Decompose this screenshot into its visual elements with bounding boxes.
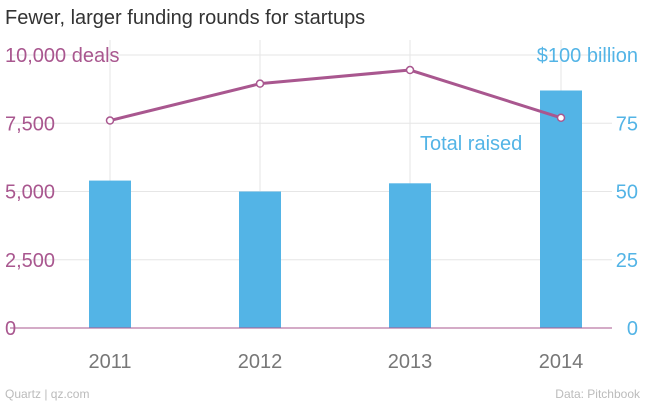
x-tick-label: 2012 bbox=[238, 351, 283, 373]
point-deals bbox=[105, 116, 115, 125]
bar-total-raised bbox=[540, 90, 582, 329]
footer-source-right: Data: Pitchbook bbox=[555, 387, 641, 401]
line-deals bbox=[109, 68, 562, 122]
bar-total-raised bbox=[389, 183, 431, 328]
point-deals bbox=[405, 65, 415, 75]
chart-title: Fewer, larger funding rounds for startup… bbox=[5, 7, 365, 29]
y-right-tick-label: 50 bbox=[616, 182, 638, 204]
point-deals bbox=[556, 113, 566, 123]
y-left-tick-label: 2,500 bbox=[5, 250, 55, 272]
y-right-tick-label: 0 bbox=[627, 318, 638, 340]
x-tick-label: 2011 bbox=[88, 351, 131, 373]
y-left-tick-label: 10,000 deals bbox=[5, 45, 120, 67]
x-tick-label: 2013 bbox=[388, 351, 433, 373]
x-tick-label: 2014 bbox=[539, 351, 584, 373]
y-left-tick-label: 5,000 bbox=[5, 182, 55, 204]
bar-total-raised bbox=[239, 191, 281, 328]
y-right-tick-label: 75 bbox=[616, 113, 638, 135]
line-layer bbox=[105, 65, 566, 125]
axis-layer: 0 2,500 5,000 7,500 10,000 deals 0 25 50 75 $100 … bbox=[5, 45, 638, 373]
y-left-tick-label: 0 bbox=[5, 318, 16, 340]
y-right-tick-label: 25 bbox=[616, 250, 638, 272]
bar-layer bbox=[89, 90, 582, 329]
y-right-tick-label: $100 billion bbox=[537, 45, 638, 67]
bar-total-raised bbox=[89, 180, 131, 328]
y-left-tick-label: 7,500 bbox=[5, 113, 55, 135]
total-raised-annotation: Total raised bbox=[420, 133, 522, 155]
point-deals bbox=[255, 79, 265, 88]
footer-source-left: Quartz | qz.com bbox=[5, 387, 89, 401]
